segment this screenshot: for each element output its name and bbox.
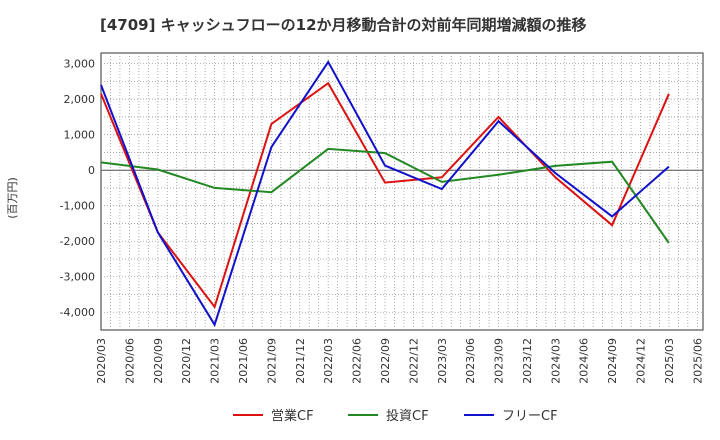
legend-label-2: 投資CF [386, 408, 429, 424]
y-tick-label: -4,000 [60, 306, 95, 319]
x-tick-label: 2021/03 [209, 338, 222, 384]
x-tick-label: 2023/06 [464, 338, 477, 384]
x-tick-label: 2020/06 [123, 338, 136, 384]
y-tick-label: -1,000 [60, 200, 95, 213]
axis-layer: 3,000 2,000 1,000 0 -1,000 -2,000 -3,000 -4,000… [60, 58, 705, 384]
legend: 営業CF 投資CF フリーCF [233, 408, 558, 424]
x-tick-label: 2025/06 [691, 338, 704, 384]
chart-title: [4709] キャッシュフローの12か月移動合計の対前年同期増減額の推移 [100, 16, 587, 34]
series-layer [100, 59, 670, 328]
x-tick-label: 2022/09 [379, 338, 392, 384]
x-tick-label: 2024/03 [549, 338, 562, 384]
x-tick-label: 2021/12 [294, 338, 307, 384]
x-tick-label: 2023/09 [493, 338, 506, 384]
series-line-1 [100, 81, 670, 310]
x-tick-label: 2023/12 [521, 338, 534, 384]
x-tick-label: 2025/03 [663, 338, 676, 384]
x-tick-label: 2024/09 [606, 338, 619, 384]
y-tick-label: 3,000 [64, 58, 96, 71]
x-tick-label: 2024/06 [578, 338, 591, 384]
x-tick-label: 2021/09 [265, 338, 278, 384]
x-tick-label: 2020/03 [95, 338, 108, 384]
y-tick-label: -3,000 [60, 271, 95, 284]
y-tick-label: 0 [88, 164, 95, 177]
x-tick-label: 2020/09 [152, 338, 165, 384]
x-tick-label: 2023/03 [436, 338, 449, 384]
y-tick-label: 2,000 [64, 93, 96, 106]
x-tick-label: 2020/12 [180, 338, 193, 384]
x-tick-label: 2024/12 [635, 338, 648, 384]
x-tick-label: 2021/06 [237, 338, 250, 384]
y-axis-label: (百万円) [6, 177, 19, 219]
x-tick-label: 2022/12 [407, 338, 420, 384]
x-tick-label: 2022/06 [351, 338, 364, 384]
grid-layer [100, 52, 704, 331]
y-tick-label: -2,000 [60, 235, 95, 248]
legend-label-3: フリーCF [502, 409, 558, 424]
legend-label-1: 営業CF [271, 408, 314, 424]
series-line-3 [100, 59, 670, 328]
series-line-2 [100, 147, 670, 244]
x-tick-label: 2022/03 [322, 338, 335, 384]
y-tick-label: 1,000 [64, 129, 96, 142]
